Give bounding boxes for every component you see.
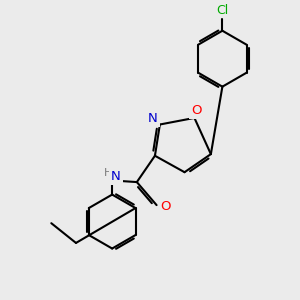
Text: N: N [111,170,121,183]
Text: N: N [148,112,158,125]
Text: H: H [104,168,112,178]
Text: O: O [160,200,171,213]
Text: O: O [191,104,201,117]
Text: Cl: Cl [216,4,229,17]
